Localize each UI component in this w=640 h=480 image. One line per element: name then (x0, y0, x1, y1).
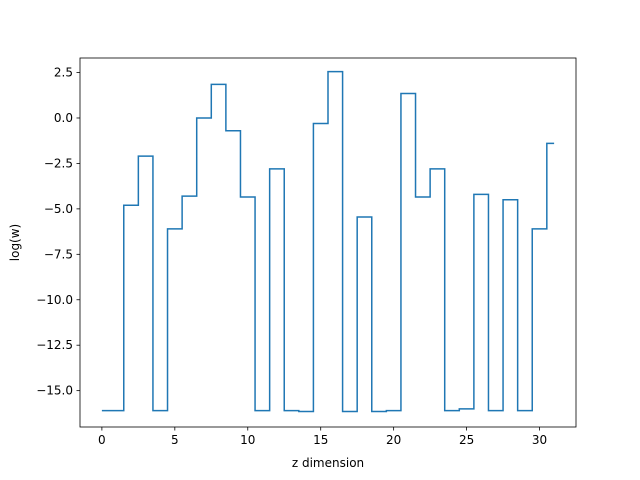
y-tick-label: −12.5 (36, 338, 73, 352)
x-tick-label: 15 (313, 433, 328, 447)
y-tick-label: −5.0 (44, 202, 73, 216)
x-tick-label: 30 (532, 433, 547, 447)
series-line (101, 70, 555, 413)
y-axis-label: log(w) (8, 224, 22, 261)
x-axis-label: z dimension (292, 456, 364, 470)
x-tick-label: 0 (98, 433, 106, 447)
x-tick-label: 25 (459, 433, 474, 447)
y-tick-label: −7.5 (44, 247, 73, 261)
x-axis-ticks: 0 5 10 15 20 25 30 (98, 427, 547, 447)
data-layer (101, 70, 555, 413)
y-tick-label: 0.0 (54, 111, 73, 125)
y-axis-ticks: 2.5 0.0 −2.5 −5.0 −7.5 −10.0 −12.5 −15.0 (36, 66, 80, 398)
y-tick-label: −15.0 (36, 384, 73, 398)
y-tick-label: −10.0 (36, 293, 73, 307)
x-tick-label: 5 (171, 433, 179, 447)
x-tick-label: 20 (386, 433, 401, 447)
x-tick-label: 10 (240, 433, 255, 447)
axes-frame (79, 57, 577, 428)
y-tick-label: −2.5 (44, 156, 73, 170)
y-tick-label: 2.5 (54, 66, 73, 80)
